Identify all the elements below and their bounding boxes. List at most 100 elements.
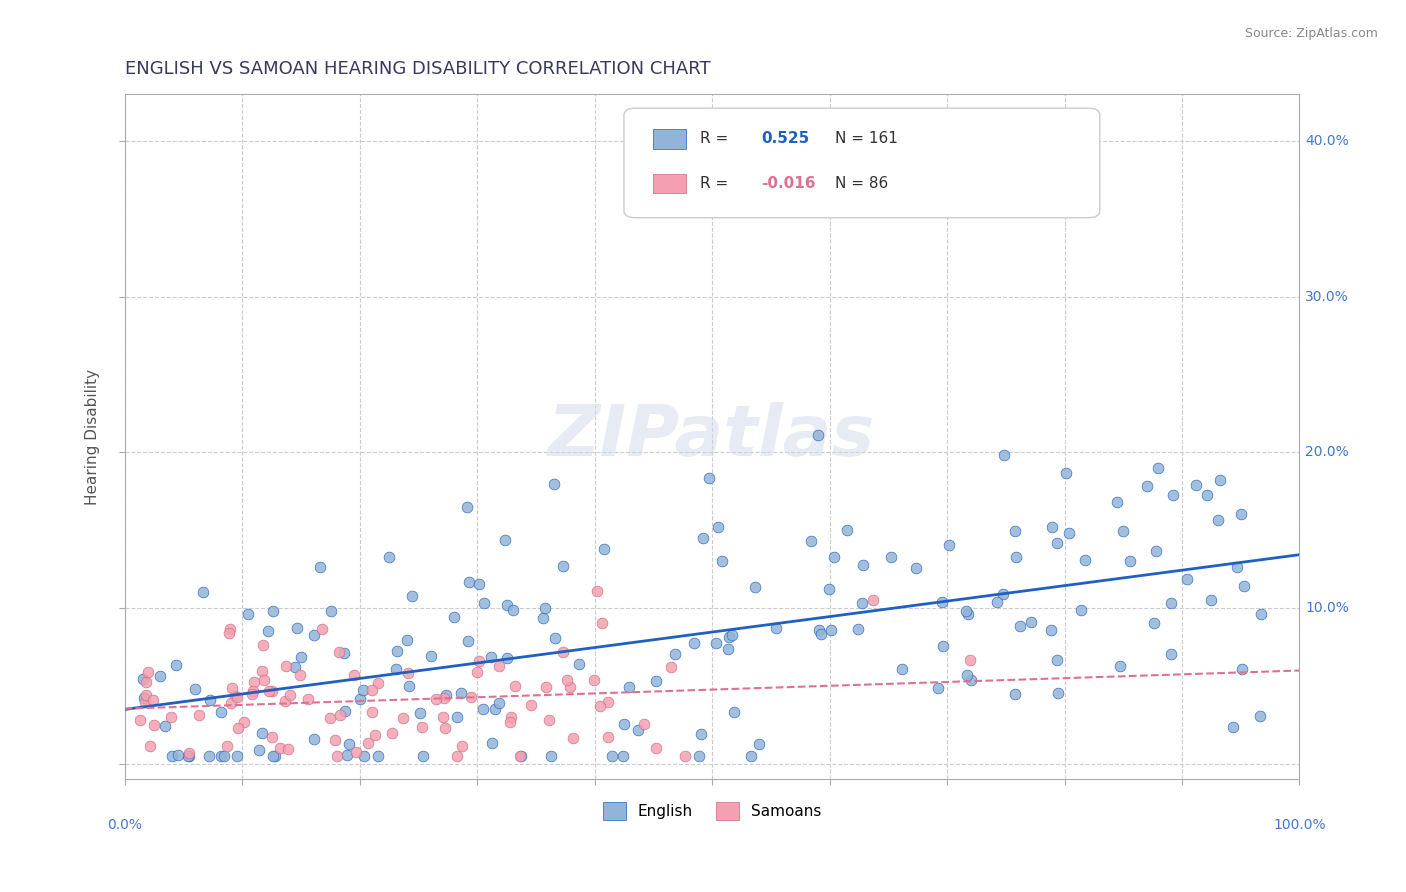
Point	[135, 688, 157, 702]
Point	[135, 675, 157, 690]
Text: N = 161: N = 161	[835, 131, 898, 146]
Point	[1008, 619, 1031, 633]
Point	[472, 702, 495, 716]
Point	[993, 587, 1015, 601]
Point	[221, 681, 243, 695]
Point	[361, 705, 384, 719]
Legend: English, Samoans: English, Samoans	[596, 796, 828, 827]
Point	[456, 500, 478, 514]
Point	[224, 689, 246, 703]
Point	[488, 696, 510, 710]
Point	[352, 682, 374, 697]
Point	[297, 692, 319, 706]
Point	[765, 621, 787, 635]
Point	[1249, 709, 1271, 723]
Point	[319, 604, 342, 618]
Point	[228, 721, 250, 735]
Point	[458, 574, 481, 589]
Point	[481, 736, 503, 750]
Point	[509, 749, 531, 764]
Point	[457, 634, 479, 648]
Point	[197, 749, 219, 764]
Point	[191, 585, 214, 599]
Point	[250, 726, 273, 740]
Point	[502, 603, 524, 617]
Point	[499, 715, 522, 730]
Point	[260, 731, 283, 745]
Point	[558, 680, 581, 694]
Point	[1118, 554, 1140, 568]
Point	[697, 470, 720, 484]
Point	[278, 688, 301, 702]
FancyBboxPatch shape	[624, 108, 1099, 218]
Point	[955, 603, 977, 617]
Point	[412, 749, 434, 764]
Point	[852, 558, 875, 573]
Point	[959, 673, 981, 687]
Point	[385, 644, 408, 658]
Point	[472, 596, 495, 610]
Point	[835, 523, 858, 537]
Point	[494, 533, 516, 547]
Point	[329, 707, 352, 722]
Point	[233, 715, 256, 730]
Point	[683, 636, 706, 650]
Point	[236, 607, 259, 622]
Text: ENGLISH VS SAMOAN HEARING DISABILITY CORRELATION CHART: ENGLISH VS SAMOAN HEARING DISABILITY COR…	[125, 60, 710, 78]
Text: R =: R =	[700, 176, 734, 191]
Point	[932, 639, 955, 653]
Point	[568, 657, 591, 672]
Point	[596, 695, 619, 709]
Point	[149, 669, 172, 683]
Point	[496, 651, 519, 665]
Point	[627, 723, 650, 737]
Point	[411, 720, 433, 734]
Point	[1046, 686, 1069, 700]
Point	[184, 681, 207, 696]
Point	[242, 675, 264, 690]
Point	[986, 595, 1008, 609]
Point	[520, 698, 543, 713]
Point	[367, 676, 389, 690]
Point	[1004, 687, 1026, 701]
Point	[364, 728, 387, 742]
Point	[807, 427, 830, 442]
Point	[846, 622, 869, 636]
Point	[1160, 596, 1182, 610]
Point	[451, 739, 474, 753]
Point	[718, 630, 741, 644]
Point	[446, 749, 468, 764]
Point	[446, 710, 468, 724]
Text: 0.525: 0.525	[762, 131, 810, 146]
Point	[721, 628, 744, 642]
Point	[1054, 466, 1077, 480]
Point	[800, 533, 823, 548]
Point	[1074, 553, 1097, 567]
Point	[591, 615, 613, 630]
Point	[704, 636, 727, 650]
Point	[644, 741, 666, 756]
Point	[503, 679, 526, 693]
Point	[262, 604, 284, 618]
Point	[209, 749, 232, 764]
Point	[134, 690, 156, 705]
Point	[1039, 623, 1062, 637]
Point	[398, 679, 420, 693]
Point	[392, 711, 415, 725]
Point	[288, 668, 311, 682]
Point	[723, 705, 745, 719]
Point	[553, 559, 575, 574]
Point	[1057, 525, 1080, 540]
Point	[396, 666, 419, 681]
Point	[465, 665, 488, 679]
Point	[396, 632, 419, 647]
Point	[1161, 488, 1184, 502]
Point	[891, 663, 914, 677]
Point	[250, 664, 273, 678]
Point	[226, 690, 249, 704]
Point	[328, 644, 350, 658]
Point	[468, 654, 491, 668]
Point	[561, 731, 583, 746]
Point	[155, 719, 177, 733]
Point	[323, 732, 346, 747]
